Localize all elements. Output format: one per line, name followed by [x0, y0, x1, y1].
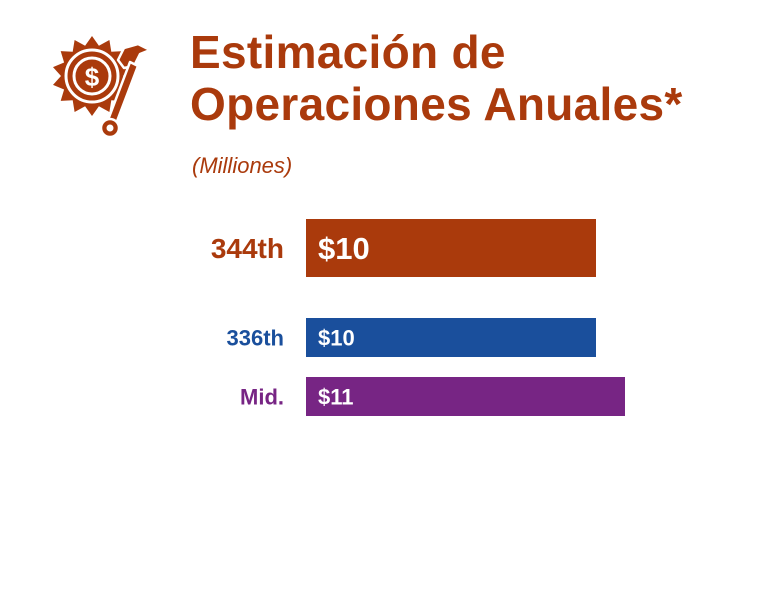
- svg-text:$: $: [85, 62, 100, 92]
- bar-value-label: $11: [318, 384, 354, 409]
- title-line-1: Estimación de: [190, 26, 506, 78]
- chart-subtitle: (Milliones): [192, 153, 293, 178]
- category-label: 336th: [227, 325, 284, 350]
- bar-336th: [306, 318, 596, 357]
- category-label: Mid.: [240, 384, 284, 409]
- bar-value-label: $10: [318, 231, 370, 266]
- category-label: 344th: [211, 233, 284, 264]
- bar-mid: [306, 377, 625, 416]
- title-line-2: Operaciones Anuales*: [190, 78, 683, 130]
- bar-344th: [306, 219, 596, 277]
- bar-value-label: $10: [318, 325, 355, 350]
- chart-title: Estimación de Operaciones Anuales*: [190, 26, 683, 130]
- gear-dollar-wrench-icon: $: [53, 36, 152, 139]
